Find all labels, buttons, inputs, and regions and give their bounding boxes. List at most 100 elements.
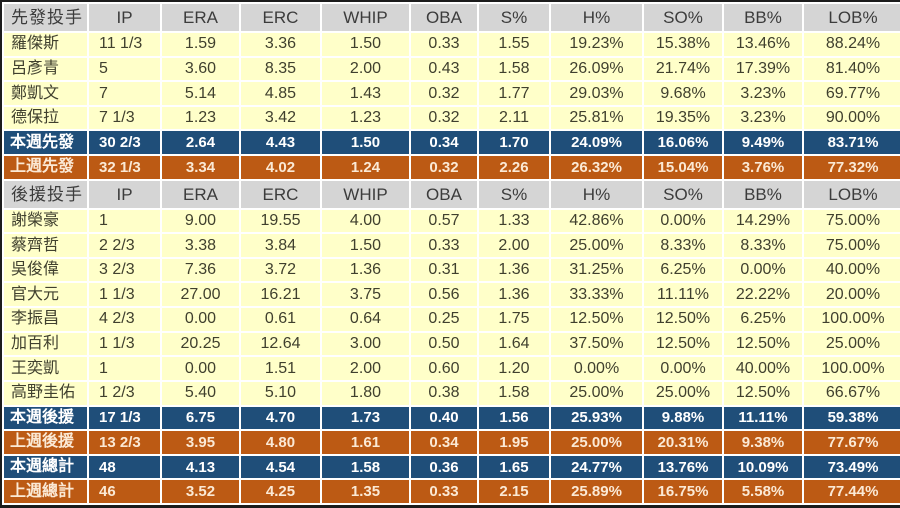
pitcher-name-cell: 蔡齊哲: [2, 232, 89, 259]
summary-stat-cell: 15.04%: [642, 154, 724, 181]
column-header-cell: H%: [549, 178, 644, 210]
summary-stat-cell: 4.43: [239, 129, 322, 157]
stat-cell: 1.59: [160, 31, 241, 58]
stat-cell: 19.35%: [642, 104, 724, 132]
stat-cell: 100.00%: [802, 355, 900, 382]
stat-cell: 20.00%: [802, 281, 900, 309]
stat-cell: 1: [87, 207, 162, 235]
stat-cell: 33.33%: [549, 281, 644, 309]
stat-cell: 11 1/3: [87, 31, 162, 58]
stat-cell: 0.00: [160, 355, 241, 382]
stat-cell: 3.60: [160, 55, 241, 83]
pitcher-name-cell: 謝榮豪: [2, 207, 89, 235]
stat-cell: 1.23: [320, 104, 411, 132]
stat-cell: 25.81%: [549, 104, 644, 132]
starter-row: 德保拉 7 1/3 1.23 3.42 1.23 0.32 2.11 25.81% 19.35%…: [2, 104, 900, 132]
stat-cell: 1.75: [477, 306, 551, 333]
summary-stat-cell: 1.70: [477, 129, 551, 157]
stat-cell: 1.51: [239, 355, 322, 382]
column-header-cell: BB%: [722, 2, 804, 33]
summary-stat-cell: 4.54: [239, 453, 322, 481]
summary-stat-cell: 3.95: [160, 429, 241, 456]
summary-stat-cell: 1.58: [320, 453, 411, 481]
stat-cell: 1 1/3: [87, 330, 162, 358]
stat-cell: 1 1/3: [87, 281, 162, 309]
column-header-cell: BB%: [722, 178, 804, 210]
stat-cell: 27.00: [160, 281, 241, 309]
group-header-cell: 後援投手: [2, 178, 89, 210]
stat-cell: 0.00%: [642, 207, 724, 235]
stat-cell: 5: [87, 55, 162, 83]
summary-stat-cell: 3.76%: [722, 154, 804, 181]
summary-stat-cell: 16.75%: [642, 478, 724, 505]
summary-stat-cell: 73.49%: [802, 453, 900, 481]
stat-cell: 21.74%: [642, 55, 724, 83]
stat-cell: 13.46%: [722, 31, 804, 58]
stat-cell: 20.25: [160, 330, 241, 358]
summary-stat-cell: 2.26: [477, 154, 551, 181]
stat-cell: 19.55: [239, 207, 322, 235]
summary-stat-cell: 13.76%: [642, 453, 724, 481]
summary-stat-cell: 9.49%: [722, 129, 804, 157]
stat-cell: 100.00%: [802, 306, 900, 333]
stat-cell: 0.32: [409, 104, 479, 132]
stat-cell: 9.00: [160, 207, 241, 235]
summary-stat-cell: 4.02: [239, 154, 322, 181]
summary-stat-cell: 9.38%: [722, 429, 804, 456]
stat-cell: 0.50: [409, 330, 479, 358]
column-header-cell: S%: [477, 2, 551, 33]
summary-stat-cell: 0.34: [409, 429, 479, 456]
summary-label-cell: 上週後援: [2, 429, 89, 456]
stat-cell: 25.00%: [549, 379, 644, 407]
reliever-row: 官大元 1 1/3 27.00 16.21 3.75 0.56 1.36 33.33% 11.1…: [2, 281, 900, 309]
summary-label-cell: 上週總計: [2, 478, 89, 505]
stat-cell: 0.56: [409, 281, 479, 309]
summary-label-cell: 上週先發: [2, 154, 89, 181]
stat-cell: 7: [87, 80, 162, 107]
pitcher-name-cell: 官大元: [2, 281, 89, 309]
summary-stat-cell: 4.13: [160, 453, 241, 481]
stat-cell: 25.00%: [642, 379, 724, 407]
pitcher-name-cell: 王奕凱: [2, 355, 89, 382]
summary-stat-cell: 25.93%: [549, 404, 644, 432]
stat-cell: 12.50%: [722, 330, 804, 358]
stat-cell: 3 2/3: [87, 256, 162, 284]
summary-stat-cell: 20.31%: [642, 429, 724, 456]
stat-cell: 0.33: [409, 31, 479, 58]
stat-cell: 88.24%: [802, 31, 900, 58]
summary-row: 上週後援 13 2/3 3.95 4.80 1.61 0.34 1.95 25.00% 20.3…: [2, 429, 900, 456]
reliever-row: 加百利 1 1/3 20.25 12.64 3.00 0.50 1.64 37.50% 12.5…: [2, 330, 900, 358]
stat-cell: 25.00%: [802, 330, 900, 358]
stat-cell: 1.50: [320, 232, 411, 259]
stat-cell: 40.00%: [802, 256, 900, 284]
summary-stat-cell: 1.61: [320, 429, 411, 456]
summary-stat-cell: 4.80: [239, 429, 322, 456]
summary-row: 本週後援 17 1/3 6.75 4.70 1.73 0.40 1.56 25.93% 9.88…: [2, 404, 900, 432]
stat-cell: 1 2/3: [87, 379, 162, 407]
stat-cell: 1.50: [320, 31, 411, 58]
summary-stat-cell: 0.36: [409, 453, 479, 481]
stat-cell: 2.00: [320, 55, 411, 83]
stat-cell: 0.64: [320, 306, 411, 333]
stat-cell: 1.20: [477, 355, 551, 382]
stat-cell: 17.39%: [722, 55, 804, 83]
column-header-cell: SO%: [642, 2, 724, 33]
summary-stat-cell: 1.35: [320, 478, 411, 505]
stat-cell: 1.36: [320, 256, 411, 284]
stat-cell: 4 2/3: [87, 306, 162, 333]
stat-cell: 6.25%: [722, 306, 804, 333]
stat-cell: 81.40%: [802, 55, 900, 83]
stat-cell: 3.38: [160, 232, 241, 259]
summary-label-cell: 本週後援: [2, 404, 89, 432]
summary-stat-cell: 32 1/3: [87, 154, 162, 181]
stat-cell: 1.33: [477, 207, 551, 235]
stat-cell: 5.10: [239, 379, 322, 407]
column-header-cell: WHIP: [320, 2, 411, 33]
summary-stat-cell: 0.33: [409, 478, 479, 505]
stat-cell: 3.72: [239, 256, 322, 284]
stat-cell: 1.64: [477, 330, 551, 358]
starter-row: 羅傑斯 11 1/3 1.59 3.36 1.50 0.33 1.55 19.23% 15.38…: [2, 31, 900, 58]
reliever-row: 蔡齊哲 2 2/3 3.38 3.84 1.50 0.33 2.00 25.00% 8.33% 8…: [2, 232, 900, 259]
column-header-cell: S%: [477, 178, 551, 210]
stat-cell: 37.50%: [549, 330, 644, 358]
